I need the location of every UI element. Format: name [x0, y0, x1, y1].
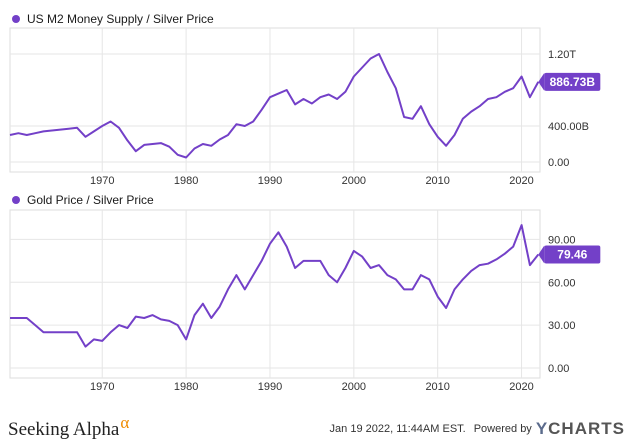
powered-by-text: Powered by	[473, 423, 532, 435]
legend-dot-top	[12, 15, 20, 23]
x-tick-label: 2010	[425, 175, 449, 187]
chart-title-bottom: Gold Price / Silver Price	[27, 193, 154, 207]
legend-dot-bottom	[12, 196, 20, 204]
chart-panel-0: 1970 1980 1990 2000 2010 2020 1.20T 400.00B 0.00…	[9, 27, 601, 187]
x-tick-label: 2000	[342, 381, 366, 393]
x-tick-label: 1980	[174, 381, 198, 393]
y-tick-label: 30.00	[548, 320, 576, 332]
plot-frame	[9, 209, 541, 379]
chart-panel-1: 1970 1980 1990 2000 2010 2020 90.00 60.00 30.00 0…	[9, 209, 601, 393]
legend-bottom: Gold Price / Silver Price	[12, 193, 154, 207]
x-tick-label: 2020	[509, 381, 533, 393]
y-tick-label: 90.00	[548, 234, 576, 246]
y-tick-label: 400.00B	[548, 121, 589, 133]
x-tick-label: 1970	[90, 175, 114, 187]
last-value-pointer	[538, 245, 545, 264]
brand-left-text: Seeking Alpha	[8, 419, 120, 440]
plot-frame	[9, 27, 541, 173]
legend-top: US M2 Money Supply / Silver Price	[12, 12, 214, 26]
last-value-pointer	[538, 72, 545, 91]
x-tick-label: 2000	[342, 175, 366, 187]
last-value-badge	[544, 72, 601, 91]
series-line	[9, 53, 540, 159]
x-tick-label: 2010	[425, 381, 449, 393]
ycharts-y-glyph: Y	[535, 419, 549, 438]
series-line	[10, 224, 540, 348]
footer-credit: Jan 19 2022, 11:44AM EST. Powered by YCH…	[330, 419, 625, 439]
x-tick-label: 1990	[258, 381, 282, 393]
last-value-label: 79.46	[557, 247, 587, 261]
last-value-badge	[544, 245, 601, 264]
y-tick-label: 60.00	[548, 277, 576, 289]
y-tick-label: 1.20T	[548, 49, 576, 61]
x-tick-label: 2020	[509, 175, 533, 187]
last-value-label: 886.73B	[550, 75, 596, 89]
y-tick-label: 0.00	[548, 157, 569, 169]
seeking-alpha-logo: Seeking Alphaα	[8, 413, 129, 441]
ycharts-logo[interactable]: YCHARTS	[536, 419, 625, 439]
ycharts-text: CHARTS	[548, 419, 625, 438]
timestamp: Jan 19 2022, 11:44AM EST.	[329, 423, 466, 435]
alpha-icon: α	[120, 413, 130, 432]
y-tick-label: 0.00	[548, 363, 569, 375]
x-tick-label: 1970	[90, 381, 114, 393]
chart-title-top: US M2 Money Supply / Silver Price	[27, 12, 214, 26]
x-tick-label: 1990	[258, 175, 282, 187]
x-tick-label: 1980	[174, 175, 198, 187]
